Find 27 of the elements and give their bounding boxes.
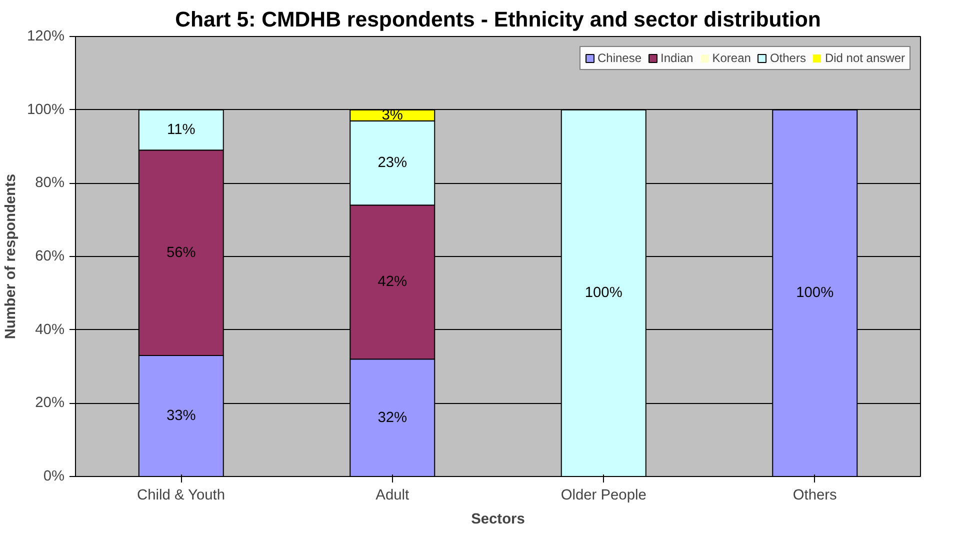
data-label: 23% — [378, 155, 408, 171]
data-label: 11% — [167, 122, 196, 138]
x-axis-title: Sectors — [471, 512, 525, 528]
data-label: 100% — [584, 285, 622, 302]
y-tick-label: 40% — [35, 322, 65, 338]
y-axis-title: Number of respondents — [3, 174, 20, 340]
chart-title: Chart 5: CMDHB respondents - Ethnicity and sector distribution — [175, 8, 821, 32]
legend-label: Chinese — [598, 51, 642, 65]
legend-label: Indian — [660, 51, 694, 65]
data-label: 42% — [378, 274, 408, 290]
legend-label: Korean — [712, 51, 751, 65]
data-label: 100% — [796, 285, 834, 302]
y-tick-label: 120% — [27, 28, 65, 44]
x-tick-label: Child & Youth — [136, 488, 226, 504]
y-tick-label: 100% — [27, 102, 65, 118]
y-tick-label: 80% — [35, 175, 65, 192]
legend-label: Others — [770, 51, 806, 65]
data-label: 32% — [378, 410, 408, 426]
y-tick-label: 20% — [35, 395, 65, 412]
y-tick-label: 60% — [35, 248, 65, 264]
data-label: 33% — [166, 408, 196, 424]
x-tick-label: Others — [792, 488, 837, 504]
legend-label: Did not answer — [824, 51, 905, 65]
y-tick-label: 0% — [43, 468, 65, 484]
x-tick-label: Older People — [560, 488, 646, 504]
data-label: 56% — [166, 244, 196, 261]
x-tick-label: Adult — [376, 488, 410, 504]
